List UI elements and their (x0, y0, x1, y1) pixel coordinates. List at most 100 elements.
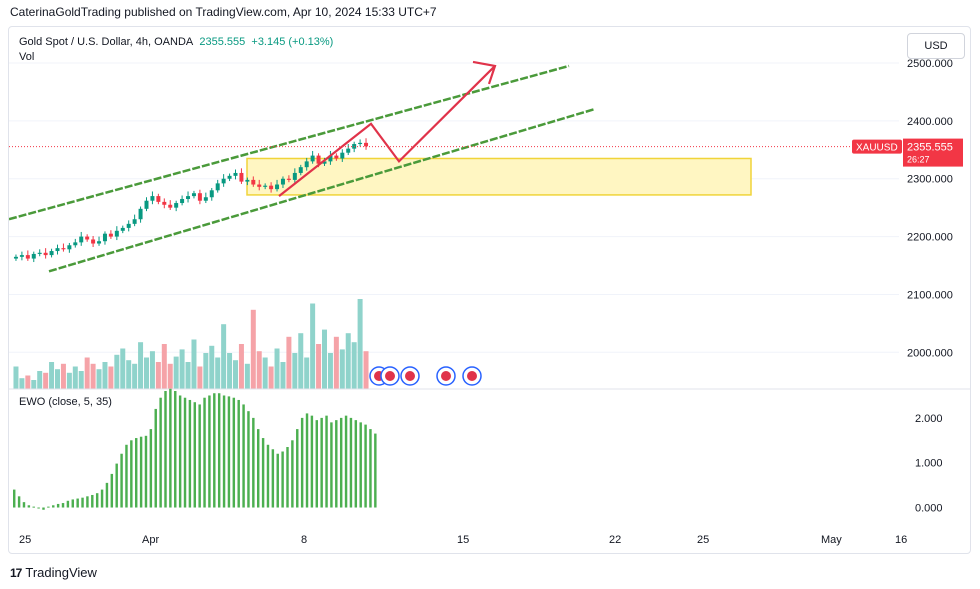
candle-body (85, 236, 90, 240)
candle-body (227, 175, 232, 179)
ewo-bar (305, 413, 309, 508)
ewo-bar (354, 420, 358, 508)
candle-body (251, 179, 256, 185)
candle-body (286, 178, 291, 180)
channel-lower-line (48, 108, 595, 273)
publisher-line: CaterinaGoldTrading published on Trading… (10, 5, 437, 19)
ewo-bar (339, 417, 343, 508)
ewo-bar (281, 451, 284, 508)
time-tick-label: 25 (19, 534, 31, 546)
ewo-bar (247, 411, 250, 508)
candle-body (358, 142, 363, 145)
candle-body (37, 252, 42, 254)
ewo-bar (203, 397, 206, 508)
volume-bar (221, 324, 227, 389)
chart-canvas[interactable]: 2500.000 2400.000 2300.000 2200.000 2100.000… (9, 27, 970, 553)
time-axis: 25 Apr 8 15 22 25 May 16 (19, 534, 907, 546)
projection-path (278, 60, 497, 197)
volume-bar (197, 366, 203, 389)
volume-bar (322, 329, 327, 389)
ewo-bar (120, 453, 123, 508)
ewo-bar (154, 408, 157, 508)
ewo-axis: 2.000 1.000 0.000 (915, 413, 943, 515)
ewo-bar (91, 494, 94, 508)
candle-body (108, 233, 113, 237)
volume-bar (327, 353, 333, 389)
event-flag-icon (405, 371, 415, 381)
ewo-bar (364, 424, 367, 508)
candle-body (346, 148, 351, 153)
ewo-bar (144, 435, 148, 508)
event-flag-icon (441, 371, 451, 381)
volume-bar (227, 353, 233, 389)
ewo-bar (198, 404, 201, 508)
ewo-bar (374, 433, 377, 508)
candle-body (364, 142, 369, 147)
candle-body (102, 233, 107, 242)
volume-bar (149, 351, 155, 389)
volume-bar (161, 344, 167, 389)
volume-bar (351, 342, 357, 389)
ewo-bar (286, 447, 289, 508)
volume-bar (102, 362, 108, 389)
ewo-bar (335, 420, 338, 508)
candle-body (97, 241, 102, 244)
ewo-bar (300, 417, 304, 508)
volume-bar (215, 357, 221, 389)
volume-bar (138, 342, 144, 389)
volume-bar (120, 348, 126, 389)
ewo-bar (139, 436, 143, 508)
volume-bar (203, 353, 209, 389)
ewo-bar (17, 496, 21, 508)
volume-bar (173, 356, 179, 389)
ewo-bar (174, 391, 177, 508)
volume-bar (90, 363, 96, 389)
volume-bar (66, 372, 72, 389)
volume-bar (60, 363, 66, 389)
volume-bar (250, 309, 256, 389)
candle-body (269, 185, 274, 190)
candle-body (186, 196, 191, 199)
ewo-bar (320, 417, 323, 508)
ewo-bar (169, 388, 172, 508)
ewo-bar (76, 498, 79, 508)
ewo-bar (232, 397, 236, 508)
volume-bar (13, 366, 19, 389)
volume-bar (84, 357, 90, 389)
time-tick-label: Apr (142, 534, 159, 546)
ewo-bar (81, 497, 84, 508)
price-tick-label: 2100.000 (907, 289, 953, 301)
candle-body (31, 253, 36, 259)
volume-bar (256, 351, 262, 389)
ewo-bar (183, 397, 187, 508)
candle-body (340, 152, 345, 159)
chart-frame[interactable]: 2500.000 2400.000 2300.000 2200.000 2100.000… (8, 26, 971, 554)
volume-bar (304, 357, 310, 389)
candle-body (280, 178, 285, 185)
price-tick-label: 2200.000 (907, 232, 953, 244)
ewo-bar (130, 440, 133, 508)
ewo-bar (61, 503, 65, 508)
support-zone-rect (246, 157, 752, 196)
candle-body (209, 190, 214, 198)
footer-brand[interactable]: 17 TradingView (10, 565, 97, 580)
ewo-bar (32, 506, 35, 508)
ewo-bar (125, 444, 128, 508)
time-tick-label: 22 (609, 534, 621, 546)
currency-button[interactable]: USD (907, 33, 965, 59)
price-tag (903, 138, 963, 167)
price-tick-label: 2300.000 (907, 174, 953, 186)
time-tick-label: 16 (895, 534, 907, 546)
volume-bar (108, 366, 114, 389)
price-tag-countdown: 26:27 (907, 155, 930, 165)
candle-body (144, 200, 149, 209)
candle-body (73, 242, 78, 246)
candle-body (215, 183, 220, 191)
candle-body (197, 193, 202, 201)
volume-bar (268, 366, 274, 389)
candle-body (221, 178, 226, 184)
volume-bar (238, 344, 244, 389)
volume-bar (286, 336, 292, 389)
candle-body (162, 201, 167, 205)
ewo-bar (100, 489, 104, 508)
